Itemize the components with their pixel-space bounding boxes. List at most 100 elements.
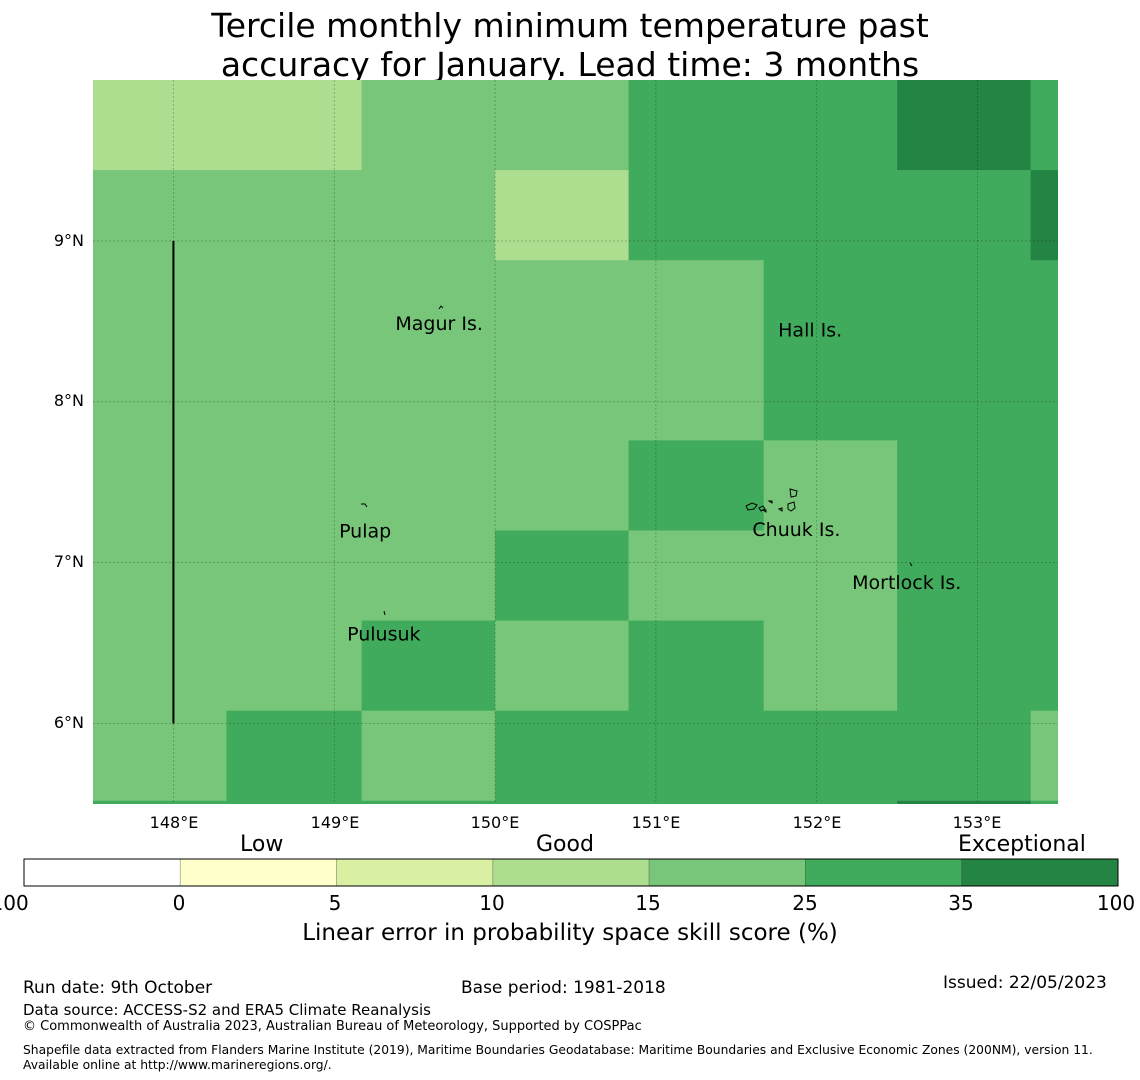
grid-cell bbox=[628, 440, 765, 531]
shapefile-credit: Shapefile data extracted from Flanders M… bbox=[23, 1043, 1093, 1072]
colorbar-tick: 10 bbox=[479, 891, 505, 915]
island-outlines bbox=[361, 305, 913, 616]
grid-cell bbox=[93, 530, 227, 622]
magur-island-outline bbox=[438, 305, 444, 310]
place-label: Pulap bbox=[339, 520, 391, 542]
grid-cell bbox=[226, 80, 363, 171]
grid-cell bbox=[1030, 260, 1058, 351]
lat-tick-label: 9°N bbox=[53, 231, 84, 250]
grid-cells bbox=[93, 80, 1058, 804]
grid-cell bbox=[93, 440, 227, 531]
grid-cell bbox=[897, 80, 1032, 171]
colorbar-segment bbox=[492, 858, 650, 887]
grid-cell bbox=[495, 170, 630, 261]
grid-cell bbox=[495, 620, 630, 712]
title-line-2: accuracy for January. Lead time: 3 month… bbox=[220, 45, 920, 84]
grid-cell bbox=[897, 440, 1032, 531]
grid-cell bbox=[495, 350, 630, 441]
place-label: Hall Is. bbox=[778, 319, 842, 341]
grid-cell bbox=[361, 260, 496, 351]
place-labels: Magur Is. Hall Is. Pulap Chuuk Is. Mortlock … bbox=[339, 313, 961, 646]
grid-cell bbox=[226, 170, 363, 261]
grid-cell bbox=[1030, 530, 1058, 622]
grid-cell bbox=[226, 350, 363, 441]
grid-cell bbox=[897, 350, 1032, 441]
grid-cell bbox=[226, 620, 363, 712]
colorbar bbox=[23, 858, 1119, 887]
chart-title: Tercile monthly minimum temperature past… bbox=[0, 6, 1140, 84]
grid-cell bbox=[361, 620, 496, 712]
grid-cell bbox=[93, 80, 227, 171]
grid-cell bbox=[361, 800, 496, 804]
grid-cell bbox=[1030, 80, 1058, 171]
grid-cell bbox=[628, 80, 765, 171]
colorbar-category-low: Low bbox=[240, 832, 284, 857]
title-line-1: Tercile monthly minimum temperature past bbox=[211, 6, 929, 45]
colorbar-segment bbox=[336, 858, 494, 887]
colorbar-tick: 35 bbox=[948, 891, 974, 915]
grid-cell bbox=[495, 530, 630, 622]
grid-cell bbox=[93, 170, 227, 261]
grid-cell bbox=[1030, 800, 1058, 804]
colorbar-tick: -100 bbox=[0, 891, 29, 915]
grid-cell bbox=[628, 260, 765, 351]
colorbar-tick: 5 bbox=[328, 891, 342, 915]
place-label: Magur Is. bbox=[395, 313, 483, 335]
grid-cell bbox=[361, 710, 496, 802]
colorbar-outline bbox=[23, 858, 1119, 887]
chuuk-island-outline bbox=[745, 488, 798, 513]
grid-cell bbox=[763, 260, 898, 351]
grid-cell bbox=[1030, 350, 1058, 441]
grid-cell bbox=[628, 350, 765, 441]
lat-tick-label: 7°N bbox=[53, 552, 84, 571]
grid-cell bbox=[628, 710, 765, 802]
colorbar-segment bbox=[23, 858, 181, 887]
grid-cell bbox=[361, 350, 496, 441]
place-label: Chuuk Is. bbox=[752, 519, 840, 541]
grid-cell bbox=[495, 800, 630, 804]
grid-cell bbox=[628, 800, 765, 804]
grid-cell bbox=[93, 800, 227, 804]
colorbar-tick: 15 bbox=[635, 891, 661, 915]
skill-map[interactable]: Magur Is. Hall Is. Pulap Chuuk Is. Mortlock … bbox=[93, 80, 1058, 804]
grid-cell bbox=[226, 710, 363, 802]
grid-cell bbox=[628, 170, 765, 261]
map-canvas: Magur Is. Hall Is. Pulap Chuuk Is. Mortlock … bbox=[93, 80, 1058, 804]
grid-cell bbox=[1030, 440, 1058, 531]
grid-cell bbox=[93, 350, 227, 441]
grid-cell bbox=[361, 440, 496, 531]
grid-cell bbox=[1030, 710, 1058, 802]
grid-cell bbox=[495, 440, 630, 531]
colorbar-segment bbox=[961, 858, 1119, 887]
base-period: Base period: 1981-2018 bbox=[461, 978, 666, 998]
place-label: Pulusuk bbox=[347, 623, 420, 645]
lon-tick-label: 152°E bbox=[792, 813, 842, 832]
colorbar-category-exceptional: Exceptional bbox=[958, 832, 1086, 857]
grid-cell bbox=[897, 170, 1032, 261]
grid-cell bbox=[93, 260, 227, 351]
lat-tick-label: 8°N bbox=[53, 391, 84, 410]
run-date: Run date: 9th October bbox=[23, 978, 213, 998]
place-label: Mortlock Is. bbox=[852, 572, 961, 594]
grid-cell bbox=[226, 440, 363, 531]
mortlock-island-outline bbox=[909, 562, 913, 567]
grid-cell bbox=[763, 440, 898, 531]
grid-cell bbox=[495, 710, 630, 802]
grid-cell bbox=[897, 800, 1032, 804]
pulusuk-island-outline bbox=[383, 610, 386, 616]
grid-cell bbox=[897, 260, 1032, 351]
colorbar-segment bbox=[805, 858, 963, 887]
lon-tick-label: 149°E bbox=[310, 813, 360, 832]
grid-cell bbox=[361, 80, 496, 171]
copyright: © Commonwealth of Australia 2023, Austra… bbox=[23, 1019, 642, 1034]
grid-cell bbox=[226, 530, 363, 622]
grid-cell bbox=[763, 530, 898, 622]
lon-tick-label: 153°E bbox=[952, 813, 1002, 832]
grid-cell bbox=[226, 800, 363, 804]
grid-cell bbox=[93, 620, 227, 712]
grid-cell bbox=[897, 530, 1032, 622]
colorbar-label: Linear error in probability space skill … bbox=[302, 920, 838, 946]
grid-cell bbox=[1030, 170, 1058, 261]
grid-cell bbox=[763, 350, 898, 441]
grid-cell bbox=[763, 710, 898, 802]
